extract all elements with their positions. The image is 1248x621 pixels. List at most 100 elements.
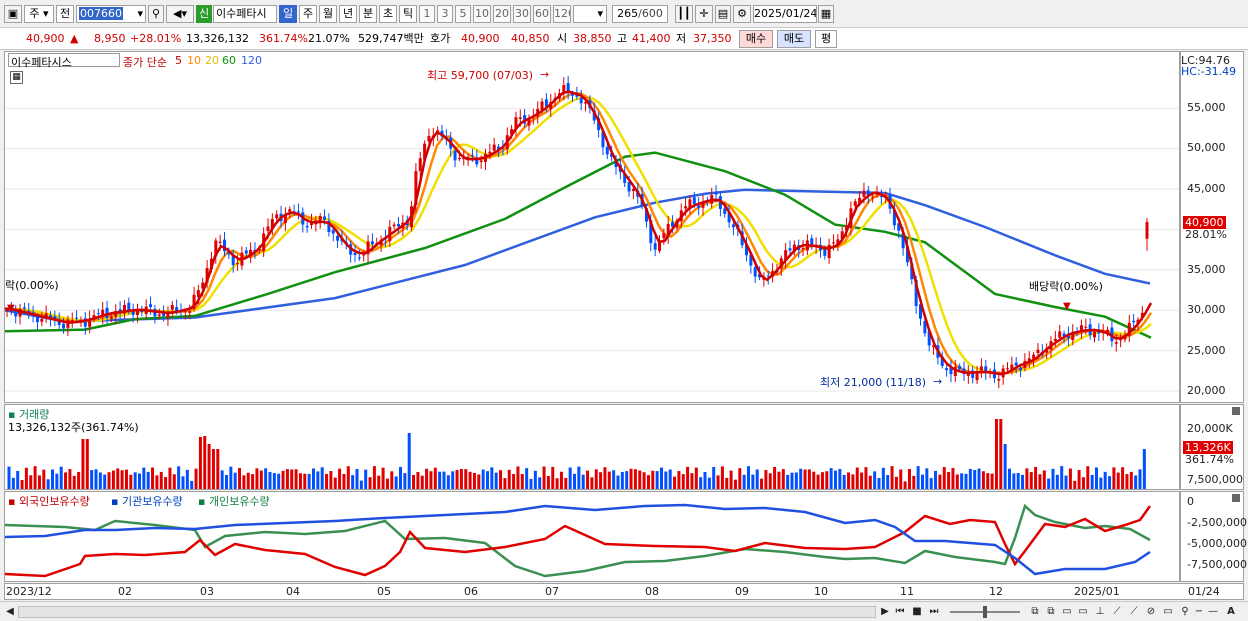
pane-close-icon[interactable]: [1232, 494, 1240, 502]
candle-body: [910, 263, 914, 280]
date-input[interactable]: 2025/01/24: [753, 5, 817, 23]
volume-bar: [594, 469, 598, 489]
toolbar: ▣ 주 ▾ 전 007660 ▾ ⚲ ◀▾ 신 이수페타시 일 주 월 년 분 초…: [0, 0, 1248, 28]
high-label: 고: [617, 32, 628, 45]
candle-body: [853, 201, 857, 206]
last-icon[interactable]: ⏭: [929, 606, 939, 617]
tool-icon[interactable]: ▭: [1163, 606, 1173, 617]
interval-120[interactable]: 120: [553, 5, 571, 23]
open-price: 38,850: [573, 32, 612, 45]
first-icon[interactable]: ⏮: [895, 606, 905, 617]
ma120-line: [5, 188, 1151, 323]
volume-bar: [1047, 478, 1051, 489]
buy-button[interactable]: 매수: [739, 30, 773, 48]
volume-bar: [690, 473, 694, 489]
tool-icon[interactable]: ⟋: [1113, 606, 1121, 617]
code-value: 007660: [79, 7, 123, 20]
save-icon[interactable]: ▤: [715, 5, 731, 23]
sell-button[interactable]: 매도: [777, 30, 811, 48]
scroll-left-icon[interactable]: ◀: [6, 606, 14, 617]
volume-bar: [1055, 474, 1059, 489]
candle-body: [1027, 358, 1031, 362]
period-day[interactable]: 일: [279, 5, 297, 23]
interval-20[interactable]: 20: [493, 5, 511, 23]
candle-body: [692, 197, 696, 205]
candle-body: [862, 190, 866, 197]
scroll-track[interactable]: [18, 606, 876, 618]
interval-10[interactable]: 10: [473, 5, 491, 23]
prev-label[interactable]: 전: [56, 5, 74, 23]
interval-5[interactable]: 5: [455, 5, 471, 23]
tool-icon[interactable]: ▭: [1062, 606, 1072, 617]
gear-icon[interactable]: ⚙: [733, 5, 751, 23]
stop-icon[interactable]: ■: [912, 606, 922, 617]
calendar-icon[interactable]: ▦: [818, 5, 834, 23]
volume-bar: [820, 472, 824, 489]
crosshair-icon[interactable]: ✛: [695, 5, 713, 23]
period-second[interactable]: 초: [379, 5, 397, 23]
candle-icon[interactable]: ┃┃: [675, 5, 693, 23]
candle-body: [1132, 320, 1136, 323]
volume-bar: [646, 475, 650, 489]
interval-60[interactable]: 60: [533, 5, 551, 23]
code-input[interactable]: 007660 ▾: [76, 5, 146, 23]
even-button[interactable]: 평: [815, 30, 837, 48]
volume-bar: [359, 480, 363, 489]
period-tick[interactable]: 틱: [399, 5, 417, 23]
period-month[interactable]: 월: [319, 5, 337, 23]
tool-icon[interactable]: ⊘: [1146, 606, 1156, 617]
tool-icon[interactable]: ⧉: [1047, 606, 1055, 617]
minus-icon[interactable]: −: [1194, 606, 1204, 617]
tool-icon[interactable]: ⧉: [1031, 606, 1039, 617]
volume-bar: [847, 472, 851, 489]
candle-body: [166, 312, 170, 318]
candle-body: [662, 233, 666, 239]
tool-icon[interactable]: ⟋: [1130, 606, 1138, 617]
foreign-holdings-line: [5, 505, 1152, 578]
volume-bar: [677, 471, 681, 489]
period-minute[interactable]: 분: [359, 5, 377, 23]
candle-body: [192, 294, 196, 309]
volume-bar: [542, 466, 546, 489]
volume-bar: [907, 468, 911, 489]
stock-name: 이수페타시: [213, 5, 277, 23]
volume-pane[interactable]: ▪ 거래량 13,326,132주(361.74%): [4, 404, 1180, 490]
candle-body: [644, 208, 648, 222]
volume-bar: [877, 478, 881, 489]
tool-icon[interactable]: ▭: [1078, 606, 1088, 617]
interval-3[interactable]: 3: [437, 5, 453, 23]
zoom-handle[interactable]: [983, 606, 987, 618]
volume-bar: [272, 473, 276, 489]
speaker-icon[interactable]: ◀▾: [166, 5, 194, 23]
scroll-right-icon[interactable]: ▶: [881, 606, 889, 617]
volume-bar: [777, 471, 781, 489]
window-icon[interactable]: ▣: [4, 5, 22, 23]
candle-body: [188, 311, 192, 313]
market-select[interactable]: 주 ▾: [24, 5, 54, 23]
period-year[interactable]: 년: [339, 5, 357, 23]
volume-bar: [120, 470, 124, 489]
change-rate: +28.01%: [130, 32, 182, 45]
candle-body: [518, 117, 522, 119]
volume-bar: [899, 469, 903, 489]
interval-1[interactable]: 1: [419, 5, 435, 23]
volume-bar: [790, 472, 794, 489]
candle-body: [758, 274, 762, 278]
search-icon[interactable]: ⚲: [148, 5, 164, 23]
pane-close-icon[interactable]: [1232, 407, 1240, 415]
font-icon[interactable]: A: [1227, 606, 1235, 617]
price-pane[interactable]: → → ▼ ▼ 이수페타시스 종가 단순 5 10 20 60 120 ▦ 최고 59…: [4, 51, 1180, 403]
tool-icon[interactable]: ⊥: [1095, 606, 1105, 617]
volume-bar: [98, 472, 102, 489]
dash-icon[interactable]: —: [1208, 606, 1218, 617]
count-input[interactable]: 265/600: [612, 5, 668, 23]
volume-bar: [1025, 468, 1029, 489]
period-week[interactable]: 주: [299, 5, 317, 23]
interval-30[interactable]: 30: [513, 5, 531, 23]
zoom-icon[interactable]: ⚲: [1181, 606, 1189, 617]
table-icon[interactable]: ▦: [10, 71, 23, 84]
interval-dropdown[interactable]: ▾: [573, 5, 607, 23]
candle-body: [566, 83, 570, 92]
holdings-pane[interactable]: ▪ 외국인보유수량 ▪ 기관보유수량 ▪ 개인보유수량: [4, 491, 1180, 582]
candle-body: [218, 241, 222, 243]
